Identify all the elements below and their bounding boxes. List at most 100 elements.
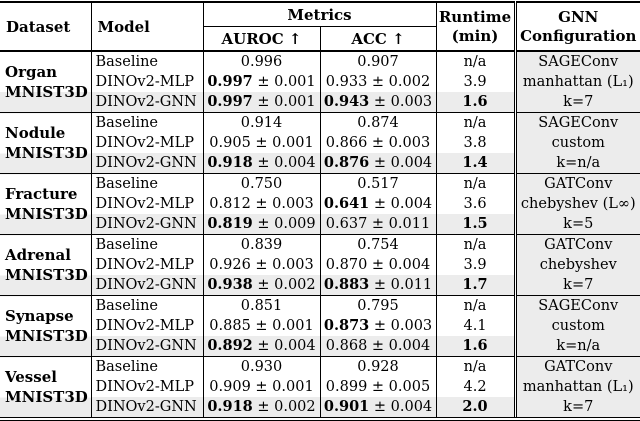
runtime-cell: n/a [435, 234, 516, 255]
acc-cell: 0.517 [319, 173, 437, 194]
runtime-cell: 1.5 [435, 214, 516, 235]
dataset-block: Fracture MNIST3D Baseline 0.750 0.517 n/… [0, 173, 640, 235]
dataset-cell: Organ MNIST3D [0, 51, 91, 113]
acc-cell: 0.754 [319, 234, 437, 255]
col-header-auroc: AUROC ↑ [202, 26, 320, 51]
table-row: DINOv2-MLP 0.926 ± 0.003 0.870 ± 0.004 3… [0, 255, 640, 275]
auroc-cell: 0.997 ± 0.001 [202, 72, 320, 92]
dataset-cell: Synapse MNIST3D [0, 295, 91, 357]
model-cell: DINOv2-MLP [90, 255, 203, 275]
dataset-cell: Nodule MNIST3D [0, 112, 91, 174]
header-row-1: Dataset Model Metrics Runtime (min) GNN … [0, 2, 640, 51]
table-row: DINOv2-MLP 0.909 ± 0.001 0.899 ± 0.005 4… [0, 377, 640, 397]
model-cell: Baseline [90, 112, 203, 133]
table-row: DINOv2-MLP 0.997 ± 0.001 0.933 ± 0.002 3… [0, 72, 640, 92]
runtime-cell: 3.8 [435, 133, 516, 153]
acc-cell: 0.795 [319, 295, 437, 316]
col-header-metrics: Metrics [202, 2, 437, 27]
runtime-cell: 1.7 [435, 275, 516, 296]
auroc-cell: 0.892 ± 0.004 [202, 336, 320, 357]
col-header-acc: ACC ↑ [319, 26, 437, 51]
auroc-cell: 0.819 ± 0.009 [202, 214, 320, 235]
auroc-cell: 0.918 ± 0.002 [202, 397, 320, 419]
auroc-cell: 0.926 ± 0.003 [202, 255, 320, 275]
auroc-cell: 0.914 [202, 112, 320, 133]
runtime-cell: 3.9 [435, 255, 516, 275]
auroc-cell: 0.905 ± 0.001 [202, 133, 320, 153]
dataset-block: Organ MNIST3D Baseline 0.996 0.907 n/a S… [0, 51, 640, 113]
table-header: Dataset Model Metrics Runtime (min) GNN … [0, 2, 640, 51]
model-cell: DINOv2-GNN [90, 214, 203, 235]
model-cell: Baseline [90, 51, 203, 72]
acc-cell: 0.866 ± 0.003 [319, 133, 437, 153]
runtime-cell: 3.9 [435, 72, 516, 92]
table-row: Adrenal MNIST3D Baseline 0.839 0.754 n/a… [0, 234, 640, 296]
runtime-cell: n/a [435, 295, 516, 316]
table-row: DINOv2-MLP 0.812 ± 0.003 0.641 ± 0.004 3… [0, 194, 640, 214]
runtime-cell: n/a [435, 51, 516, 72]
auroc-cell: 0.930 [202, 356, 320, 377]
acc-cell: 0.874 [319, 112, 437, 133]
acc-cell: 0.873 ± 0.003 [319, 316, 437, 336]
auroc-cell: 0.909 ± 0.001 [202, 377, 320, 397]
auroc-cell: 0.996 [202, 51, 320, 72]
auroc-cell: 0.812 ± 0.003 [202, 194, 320, 214]
runtime-cell: n/a [435, 112, 516, 133]
col-header-gnn-configuration: GNN Configuration [513, 2, 640, 51]
table-row: Vessel MNIST3D Baseline 0.930 0.928 n/a … [0, 356, 640, 419]
gnn-config-cell: GATConv manhattan (L₁) k=7 [513, 356, 640, 419]
table-row: Organ MNIST3D Baseline 0.996 0.907 n/a S… [0, 51, 640, 113]
col-header-runtime: Runtime (min) [435, 2, 516, 51]
runtime-cell: n/a [435, 173, 516, 194]
model-cell: DINOv2-MLP [90, 133, 203, 153]
dataset-block: Adrenal MNIST3D Baseline 0.839 0.754 n/a… [0, 234, 640, 296]
table-row: DINOv2-MLP 0.905 ± 0.001 0.866 ± 0.003 3… [0, 133, 640, 153]
table-row: DINOv2-GNN 0.918 ± 0.002 0.901 ± 0.004 2… [0, 397, 640, 419]
table-row: Fracture MNIST3D Baseline 0.750 0.517 n/… [0, 173, 640, 235]
table-row: Synapse MNIST3D Baseline 0.851 0.795 n/a… [0, 295, 640, 357]
model-cell: DINOv2-GNN [90, 336, 203, 357]
acc-cell: 0.899 ± 0.005 [319, 377, 437, 397]
model-cell: DINOv2-GNN [90, 275, 203, 296]
model-cell: Baseline [90, 173, 203, 194]
acc-cell: 0.637 ± 0.011 [319, 214, 437, 235]
col-header-model: Model [90, 2, 203, 51]
dataset-block: Synapse MNIST3D Baseline 0.851 0.795 n/a… [0, 295, 640, 357]
gnn-config-cell: SAGEConv custom k=n/a [513, 112, 640, 174]
acc-cell: 0.876 ± 0.004 [319, 153, 437, 174]
acc-cell: 0.868 ± 0.004 [319, 336, 437, 357]
col-header-dataset: Dataset [6, 17, 71, 36]
model-cell: DINOv2-GNN [90, 397, 203, 419]
table-row: DINOv2-MLP 0.885 ± 0.001 0.873 ± 0.003 4… [0, 316, 640, 336]
model-cell: DINOv2-GNN [90, 92, 203, 113]
acc-cell: 0.928 [319, 356, 437, 377]
gnn-config-cell: SAGEConv manhattan (L₁) k=7 [513, 51, 640, 113]
runtime-cell: 3.6 [435, 194, 516, 214]
gnn-config-cell: SAGEConv custom k=n/a [513, 295, 640, 357]
acc-cell: 0.870 ± 0.004 [319, 255, 437, 275]
table-row: Nodule MNIST3D Baseline 0.914 0.874 n/a … [0, 112, 640, 174]
acc-cell: 0.641 ± 0.004 [319, 194, 437, 214]
model-cell: DINOv2-MLP [90, 316, 203, 336]
dataset-cell: Vessel MNIST3D [0, 356, 91, 419]
model-cell: DINOv2-MLP [90, 194, 203, 214]
acc-cell: 0.943 ± 0.003 [319, 92, 437, 113]
runtime-cell: 4.2 [435, 377, 516, 397]
auroc-cell: 0.938 ± 0.002 [202, 275, 320, 296]
acc-cell: 0.933 ± 0.002 [319, 72, 437, 92]
model-cell: DINOv2-MLP [90, 377, 203, 397]
dataset-cell: Fracture MNIST3D [0, 173, 91, 235]
auroc-cell: 0.885 ± 0.001 [202, 316, 320, 336]
table-row: DINOv2-GNN 0.918 ± 0.004 0.876 ± 0.004 1… [0, 153, 640, 174]
runtime-cell: 1.6 [435, 336, 516, 357]
model-cell: Baseline [90, 356, 203, 377]
dataset-cell: Adrenal MNIST3D [0, 234, 91, 296]
runtime-cell: 4.1 [435, 316, 516, 336]
auroc-cell: 0.839 [202, 234, 320, 255]
gnn-config-cell: GATConv chebyshev (L∞) k=5 [513, 173, 640, 235]
table-row: DINOv2-GNN 0.997 ± 0.001 0.943 ± 0.003 1… [0, 92, 640, 113]
model-cell: Baseline [90, 234, 203, 255]
table-row: DINOv2-GNN 0.819 ± 0.009 0.637 ± 0.011 1… [0, 214, 640, 235]
auroc-cell: 0.997 ± 0.001 [202, 92, 320, 113]
